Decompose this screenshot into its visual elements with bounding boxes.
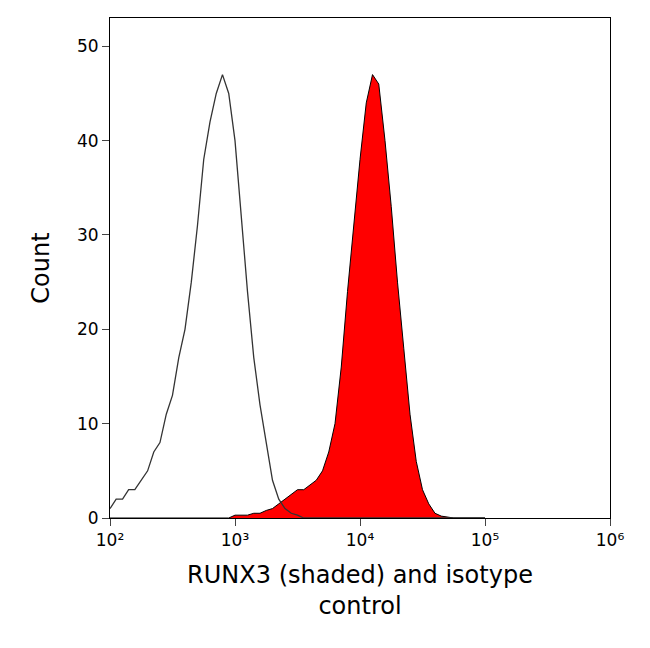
svg-text:10²: 10² [96,530,124,550]
svg-text:30: 30 [77,225,99,245]
svg-text:10⁶: 10⁶ [596,530,625,550]
svg-text:10³: 10³ [221,530,249,550]
svg-text:Count: Count [27,232,55,303]
svg-text:20: 20 [77,319,99,339]
svg-text:10⁵: 10⁵ [471,530,499,550]
svg-text:10⁴: 10⁴ [346,530,375,550]
svg-text:RUNX3 (shaded) and isotypecont: RUNX3 (shaded) and isotypecontrol [187,561,533,620]
svg-text:10: 10 [77,414,99,434]
svg-text:40: 40 [77,131,99,151]
svg-text:50: 50 [77,36,99,56]
svg-text:0: 0 [88,508,99,528]
